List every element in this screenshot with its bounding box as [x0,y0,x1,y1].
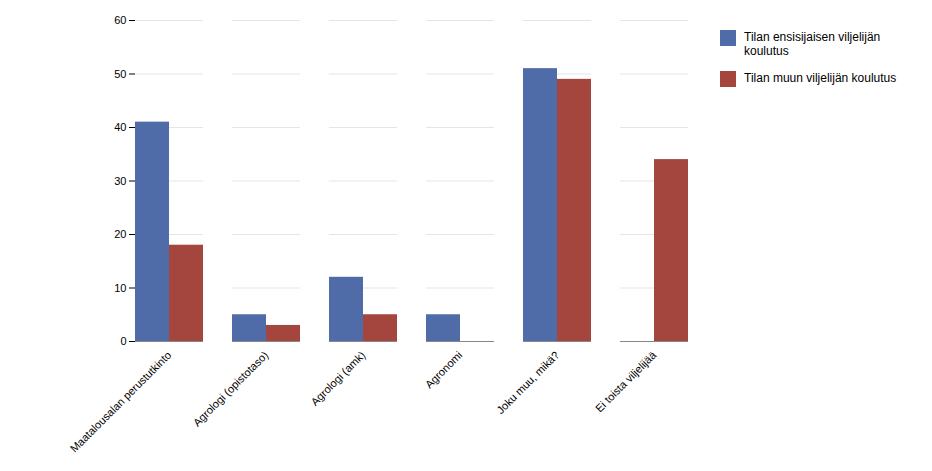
html-text:Tilan ensisijaisen viljelijän: Tilan ensisijaisen viljelijän koulutus [744,30,881,59]
svg-text:Joku muu, mikä?: Joku muu, mikä? [494,349,561,416]
svg-text:50: 50 [114,68,126,80]
svg-text:Agrologi (amk): Agrologi (amk) [308,349,367,408]
svg-text:60: 60 [114,14,126,26]
svg-text:Ei toista viljelijää: Ei toista viljelijää [593,348,659,414]
svg-text:Agronomi: Agronomi [423,349,465,391]
svg-text:20: 20 [114,228,126,240]
svg-text:Agrologi (opistotaso): Agrologi (opistotaso) [191,349,271,429]
svg-text:30: 30 [114,175,126,187]
svg-text:Maatalousalan perustutkinto: Maatalousalan perustutkinto [68,349,174,455]
svg-text:0: 0 [120,335,126,347]
svg-text:10: 10 [114,282,126,294]
html-text:Tilan muun viljelijän koulutus: Tilan muun viljelijän koulutus [744,70,897,85]
svg-text:40: 40 [114,121,126,133]
